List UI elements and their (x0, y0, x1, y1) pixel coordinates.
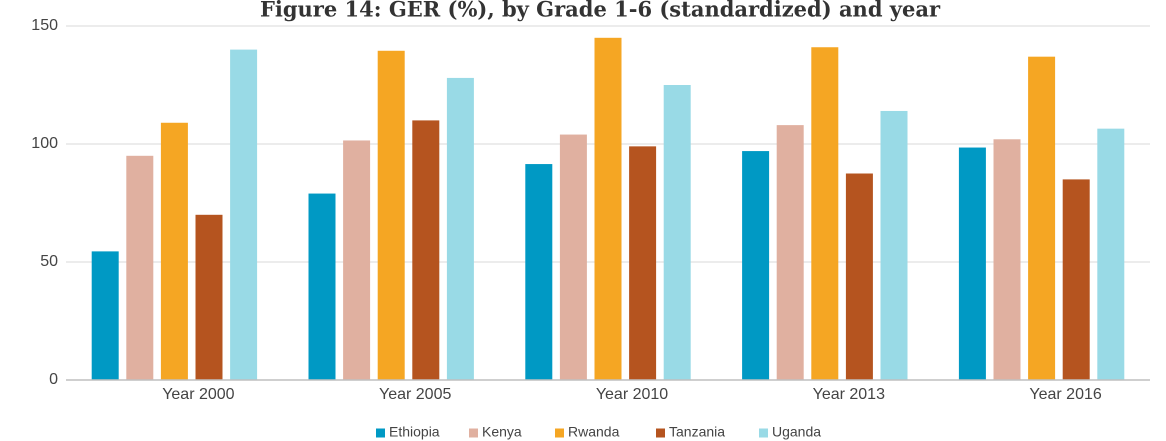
y-axis-tick-labels: 0 50 100 150 (31, 17, 58, 388)
category-labels: Year 2000 Year 2005 Year 2010 Year 2013 Year… (162, 386, 1102, 403)
legend-swatch-tanzania (656, 428, 665, 438)
x-category-label: Year 2000 (162, 386, 234, 403)
bar-uganda-year-2005 (446, 77, 474, 381)
bar-uganda-year-2016 (1097, 128, 1125, 380)
bar-rwanda-year-2010 (594, 37, 622, 381)
x-category-label: Year 2013 (813, 386, 885, 403)
bar-ethiopia-year-2005 (308, 193, 336, 380)
legend-swatch-ethiopia (376, 428, 385, 438)
bar-ethiopia-year-2000 (91, 251, 119, 380)
bar-tanzania-year-2010 (629, 146, 657, 380)
bar-tanzania-year-2005 (412, 120, 440, 381)
bar-uganda-year-2013 (880, 110, 908, 381)
bar-ethiopia-year-2013 (742, 151, 770, 380)
bars (91, 37, 1125, 381)
bar-rwanda-year-2016 (1028, 56, 1056, 381)
bar-uganda-year-2000 (230, 49, 258, 380)
bar-kenya-year-2000 (126, 155, 154, 380)
bar-kenya-year-2016 (993, 139, 1021, 380)
legend-label-kenya: Kenya (482, 424, 522, 440)
bar-rwanda-year-2000 (160, 122, 188, 380)
bar-tanzania-year-2000 (195, 214, 223, 380)
chart-title: Figure 14: GER (%), by Grade 1-6 (standa… (260, 0, 941, 22)
bar-rwanda-year-2005 (377, 50, 405, 380)
legend-swatch-kenya (469, 428, 478, 438)
bar-uganda-year-2010 (663, 85, 691, 380)
x-category-label: Year 2010 (596, 386, 668, 403)
legend-label-rwanda: Rwanda (568, 424, 620, 440)
bar-tanzania-year-2016 (1062, 179, 1090, 380)
bar-kenya-year-2005 (343, 140, 371, 380)
x-category-label: Year 2016 (1029, 386, 1101, 403)
y-tick-label: 100 (31, 135, 58, 152)
y-tick-label: 50 (40, 253, 58, 270)
legend-swatch-uganda (759, 428, 768, 438)
bar-ethiopia-year-2016 (958, 147, 986, 380)
legend-swatch-rwanda (555, 428, 564, 438)
bar-ethiopia-year-2010 (525, 164, 553, 380)
y-tick-label: 0 (49, 371, 58, 388)
y-tick-label: 150 (31, 17, 58, 34)
x-category-label: Year 2005 (379, 386, 451, 403)
legend-label-tanzania: Tanzania (669, 424, 725, 440)
bar-kenya-year-2010 (559, 134, 587, 380)
bar-tanzania-year-2013 (845, 173, 873, 380)
legend: Ethiopia Kenya Rwanda Tanzania Uganda (376, 424, 821, 440)
bar-rwanda-year-2013 (811, 47, 839, 381)
bar-kenya-year-2013 (776, 125, 804, 381)
legend-label-uganda: Uganda (772, 424, 821, 440)
legend-label-ethiopia: Ethiopia (389, 424, 440, 440)
